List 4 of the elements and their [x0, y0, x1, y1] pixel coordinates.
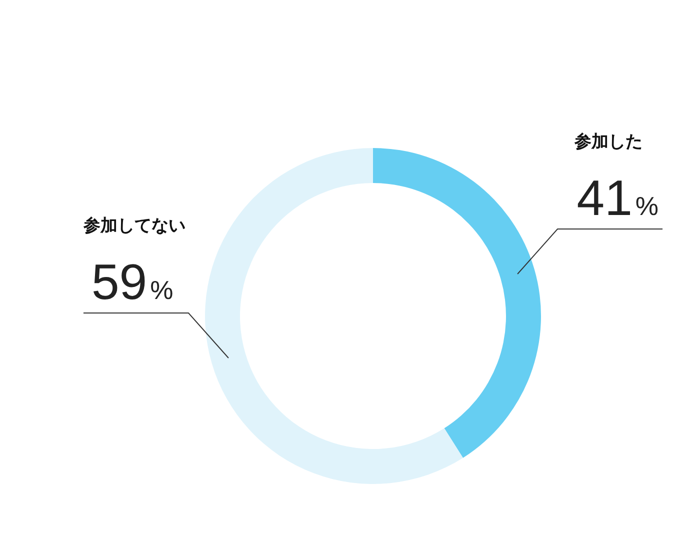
slice-label: 参加してない [82, 216, 186, 235]
data-label: 59% [91, 254, 174, 310]
slice-label: 参加した [574, 132, 643, 152]
data-label: 41% [576, 170, 659, 226]
